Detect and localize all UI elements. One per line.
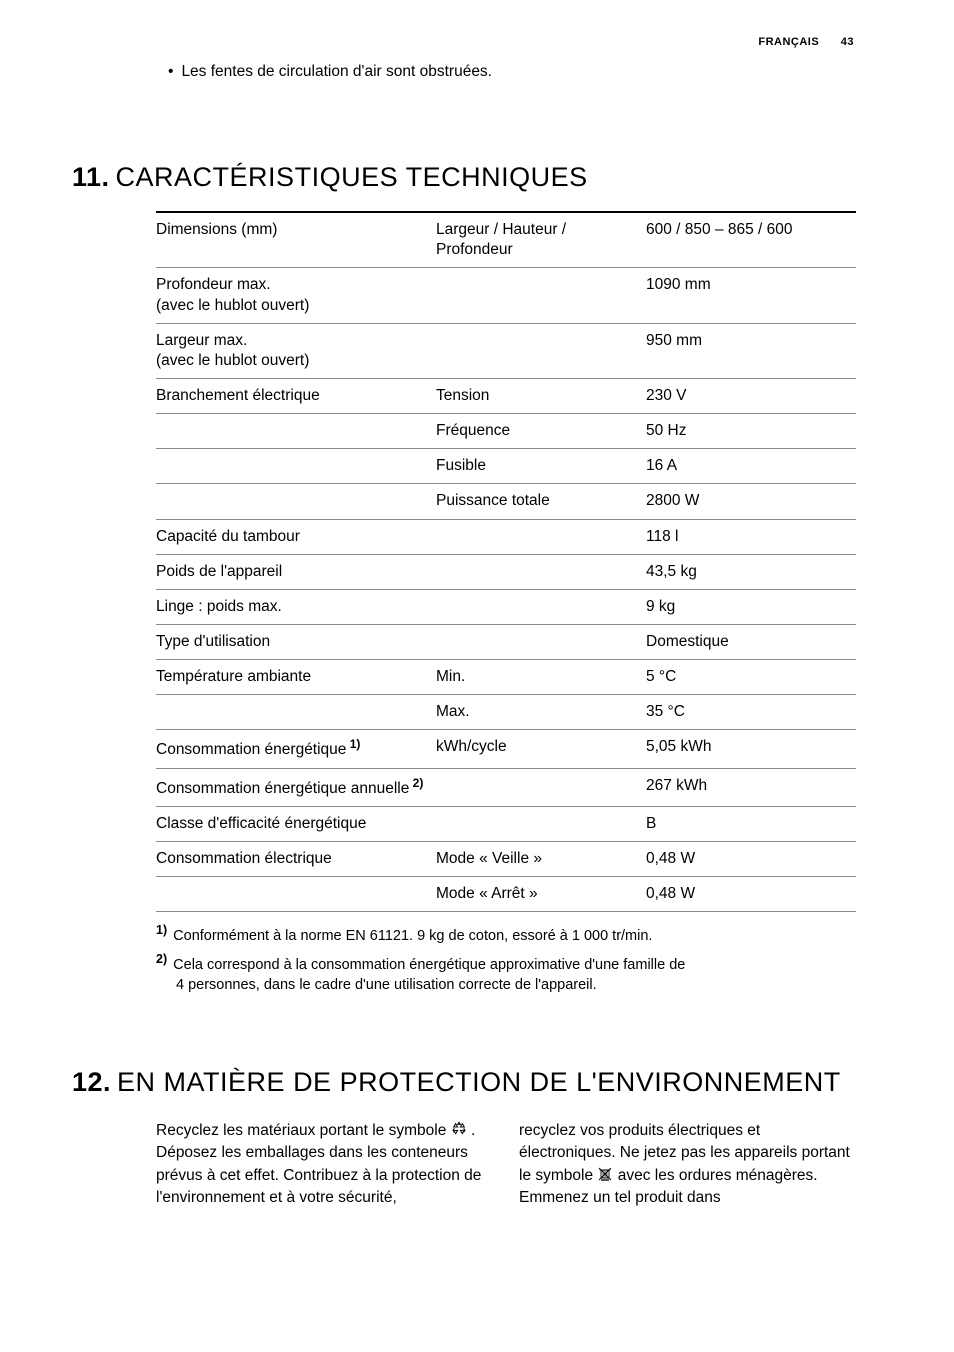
section-12-number: 12. [72,1067,111,1097]
spec-value: 50 Hz [646,414,856,449]
table-row: Linge : poids max. 9 kg [156,589,856,624]
footnote: 2) Cela correspond à la consommation éne… [156,951,854,995]
table-row: Profondeur max.(avec le hublot ouvert) 10… [156,268,856,323]
weee-bin-icon [597,1166,613,1182]
spec-mid [436,806,646,841]
table-row: Branchement électriqueTension230 V [156,378,856,413]
page-header: FRANÇAIS 43 [72,36,854,48]
spec-value: 0,48 W [646,877,856,912]
spec-value: 1090 mm [646,268,856,323]
section-12-heading: EN MATIÈRE DE PROTECTION DE L'ENVIRONNEM… [117,1067,841,1097]
section-11-number: 11. [72,162,110,192]
spec-value: 43,5 kg [646,554,856,589]
table-row: Fréquence50 Hz [156,414,856,449]
spec-label: Profondeur max.(avec le hublot ouvert) [156,268,436,323]
table-row: Consommation électriqueMode « Veille »0,… [156,842,856,877]
spec-label: Branchement électrique [156,378,436,413]
spec-value: 2800 W [646,484,856,519]
spec-value: 0,48 W [646,842,856,877]
spec-mid [436,519,646,554]
table-row: Fusible16 A [156,449,856,484]
spec-mid [436,554,646,589]
spec-value: 600 / 850 – 865 / 600 [646,212,856,268]
table-row: Température ambianteMin.5 °C [156,660,856,695]
recycle-icon [451,1121,467,1137]
spec-value: 267 kWh [646,768,856,806]
environment-columns: Recyclez les matériaux portant le symbol… [156,1120,854,1210]
table-row: Largeur max.(avec le hublot ouvert) 950 m… [156,323,856,378]
spec-label [156,484,436,519]
spec-mid: Puissance totale [436,484,646,519]
spec-label: Type d'utilisation [156,624,436,659]
spec-label: Consommation énergétique 1) [156,730,436,768]
spec-label: Poids de l'appareil [156,554,436,589]
spec-label: Consommation électrique [156,842,436,877]
spec-table: Dimensions (mm)Largeur / Hauteur / Profo… [156,211,856,912]
spec-label: Linge : poids max. [156,589,436,624]
section-12-title: 12.EN MATIÈRE DE PROTECTION DE L'ENVIRON… [72,1067,854,1098]
footnote: 1) Conformément à la norme EN 61121. 9 k… [156,922,854,946]
section-11-heading: CARACTÉRISTIQUES TECHNIQUES [116,162,588,192]
spec-label: Température ambiante [156,660,436,695]
spec-mid [436,268,646,323]
spec-label: Capacité du tambour [156,519,436,554]
spec-value: 118 l [646,519,856,554]
spec-mid: Max. [436,695,646,730]
spec-label [156,695,436,730]
spec-mid: Fréquence [436,414,646,449]
spec-mid: kWh/cycle [436,730,646,768]
spec-mid [436,589,646,624]
table-row: Dimensions (mm)Largeur / Hauteur / Profo… [156,212,856,268]
table-row: Puissance totale2800 W [156,484,856,519]
table-row: Poids de l'appareil 43,5 kg [156,554,856,589]
spec-label [156,414,436,449]
spec-mid: Mode « Veille » [436,842,646,877]
header-page-number: 43 [841,36,854,48]
table-row: Max.35 °C [156,695,856,730]
spec-mid [436,624,646,659]
spec-label: Dimensions (mm) [156,212,436,268]
spec-label [156,877,436,912]
intro-bullet: • Les fentes de circulation d'air sont o… [168,62,854,82]
table-row: Type d'utilisation Domestique [156,624,856,659]
env-col-2: recyclez vos produits électriques et éle… [519,1120,854,1210]
table-row: Consommation énergétique 1)kWh/cycle5,05… [156,730,856,768]
bullet-dot: • [168,62,173,82]
spec-mid [436,768,646,806]
spec-value: Domestique [646,624,856,659]
table-row: Consommation énergétique annuelle 2) 267 … [156,768,856,806]
env-col1-a: Recyclez les matériaux portant le symbol… [156,1122,446,1139]
table-row: Mode « Arrêt »0,48 W [156,877,856,912]
spec-label: Largeur max.(avec le hublot ouvert) [156,323,436,378]
spec-value: 5 °C [646,660,856,695]
env-col-1: Recyclez les matériaux portant le symbol… [156,1120,491,1210]
spec-label [156,449,436,484]
spec-mid: Mode « Arrêt » [436,877,646,912]
spec-mid: Largeur / Hauteur / Profondeur [436,212,646,268]
spec-mid: Min. [436,660,646,695]
section-11-title: 11.CARACTÉRISTIQUES TECHNIQUES [72,162,854,193]
header-language: FRANÇAIS [758,36,819,48]
footnotes: 1) Conformément à la norme EN 61121. 9 k… [156,922,854,995]
table-row: Classe d'efficacité énergétique B [156,806,856,841]
spec-label: Consommation énergétique annuelle 2) [156,768,436,806]
spec-value: 16 A [646,449,856,484]
spec-value: 5,05 kWh [646,730,856,768]
spec-mid: Tension [436,378,646,413]
intro-bullet-text: Les fentes de circulation d'air sont obs… [181,62,492,82]
table-row: Capacité du tambour 118 l [156,519,856,554]
spec-label: Classe d'efficacité énergétique [156,806,436,841]
spec-value: 950 mm [646,323,856,378]
spec-value: 35 °C [646,695,856,730]
spec-mid [436,323,646,378]
spec-value: 9 kg [646,589,856,624]
spec-mid: Fusible [436,449,646,484]
spec-value: 230 V [646,378,856,413]
spec-value: B [646,806,856,841]
